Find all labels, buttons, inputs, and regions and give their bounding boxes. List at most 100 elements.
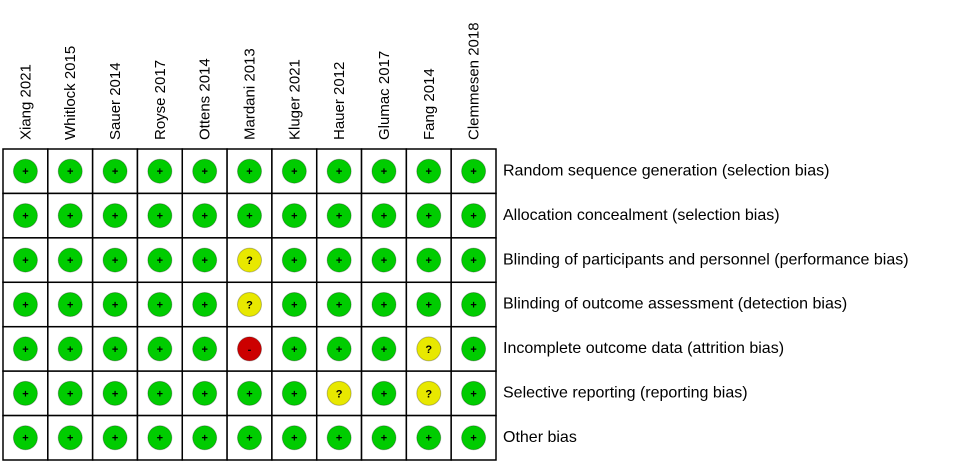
judgment-symbol: +	[157, 344, 163, 356]
judgment-circle	[416, 336, 442, 362]
judgment-symbol: +	[157, 211, 163, 223]
judgment-circle	[281, 425, 307, 451]
study-label: Royse 2017	[152, 60, 169, 140]
study-label: Whitlock 2015	[62, 46, 79, 140]
judgment-circle	[326, 425, 352, 451]
judgment-circle	[416, 425, 442, 451]
judgment-circle	[102, 158, 128, 184]
judgment-circle	[326, 292, 352, 317]
judgment-circle	[281, 158, 307, 184]
grid-cell	[91, 192, 139, 239]
judgment-circle	[192, 336, 218, 362]
judgment-symbol: +	[112, 299, 118, 311]
judgment-symbol: +	[112, 255, 118, 267]
judgment-symbol: +	[22, 344, 28, 356]
judgment-circle	[326, 380, 352, 406]
judgment-circle	[147, 380, 173, 406]
study-label: Clemmesen 2018	[466, 22, 483, 140]
domain-label: Blinding of participants and personnel (…	[503, 251, 909, 268]
judgment-symbol: +	[291, 433, 297, 445]
judgment-circle	[281, 203, 307, 229]
judgment-circle	[57, 203, 83, 229]
grid-cell	[226, 325, 273, 372]
domain-label: Incomplete outcome data (attrition bias)	[503, 340, 784, 357]
judgment-symbol: +	[470, 166, 476, 178]
judgment-circle	[461, 425, 487, 451]
judgment-circle	[371, 336, 397, 362]
judgment-circle	[147, 336, 173, 362]
judgment-circle	[326, 158, 352, 184]
judgment-symbol: +	[470, 299, 476, 311]
judgment-circle	[371, 380, 397, 406]
judgment-symbol: +	[381, 211, 387, 223]
judgment-symbol: +	[381, 433, 387, 445]
judgment-symbol: +	[336, 344, 342, 356]
judgment-circle	[12, 158, 38, 184]
judgment-circle	[102, 292, 128, 317]
judgment-symbol: +	[426, 255, 432, 267]
study-label: Glumac 2017	[376, 51, 393, 140]
domain-label: Other bias	[503, 429, 577, 446]
judgment-symbol: +	[112, 344, 118, 356]
judgment-circle	[192, 203, 218, 229]
judgment-circle	[237, 247, 262, 273]
judgment-circle	[12, 380, 38, 406]
judgment-circle	[192, 380, 218, 406]
grid-cell	[360, 281, 408, 328]
judgment-symbol: +	[470, 344, 476, 356]
judgment-circle	[237, 425, 262, 451]
judgment-symbol: +	[201, 166, 207, 178]
judgment-circle	[57, 158, 83, 184]
judgment-symbol: +	[246, 433, 252, 445]
judgment-symbol: +	[157, 166, 163, 178]
judgment-symbol: +	[291, 166, 297, 178]
judgment-circle	[147, 292, 173, 317]
study-label: Fang 2014	[421, 68, 438, 140]
judgment-circle	[371, 158, 397, 184]
judgment-symbol: +	[336, 255, 342, 267]
judgment-symbol: +	[426, 211, 432, 223]
judgment-circle	[57, 292, 83, 317]
judgment-symbol: +	[381, 388, 387, 400]
judgment-circle	[147, 203, 173, 229]
judgment-symbol: +	[470, 255, 476, 267]
judgment-circle	[326, 203, 352, 229]
judgment-symbol: +	[67, 211, 73, 223]
judgment-circle	[281, 336, 307, 362]
judgment-circle	[281, 247, 307, 273]
judgment-symbol: +	[112, 166, 118, 178]
judgment-symbol: +	[201, 211, 207, 223]
judgment-circle	[102, 203, 128, 229]
judgment-circle	[57, 425, 83, 451]
judgment-circle	[371, 425, 397, 451]
judgment-symbol: ?	[425, 388, 432, 400]
judgment-circle	[461, 158, 487, 184]
study-label: Kluger 2021	[286, 59, 303, 140]
judgment-symbol: +	[336, 211, 342, 223]
judgment-symbol: +	[246, 388, 252, 400]
judgment-symbol: +	[291, 255, 297, 267]
judgment-symbol: +	[246, 211, 252, 223]
judgment-symbol: +	[470, 433, 476, 445]
domain-label: Allocation concealment (selection bias)	[503, 207, 780, 224]
judgment-symbol: +	[112, 433, 118, 445]
study-label: Sauer 2014	[107, 62, 124, 140]
judgment-circle	[281, 380, 307, 406]
judgment-symbol: +	[201, 255, 207, 267]
judgment-symbol: +	[201, 388, 207, 400]
judgment-symbol: -	[248, 344, 252, 356]
judgment-symbol: +	[426, 299, 432, 311]
judgment-symbol: +	[67, 255, 73, 267]
judgment-circle	[12, 247, 38, 273]
judgment-symbol: +	[157, 255, 163, 267]
judgment-symbol: +	[381, 166, 387, 178]
judgment-symbol: +	[426, 166, 432, 178]
judgment-symbol: +	[381, 299, 387, 311]
judgment-circle	[461, 203, 487, 229]
judgment-circle	[461, 336, 487, 362]
judgment-symbol: +	[22, 299, 28, 311]
judgment-circle	[237, 380, 262, 406]
grid-cell	[91, 414, 139, 461]
judgment-symbol: ?	[246, 299, 253, 311]
judgment-circle	[12, 203, 38, 229]
